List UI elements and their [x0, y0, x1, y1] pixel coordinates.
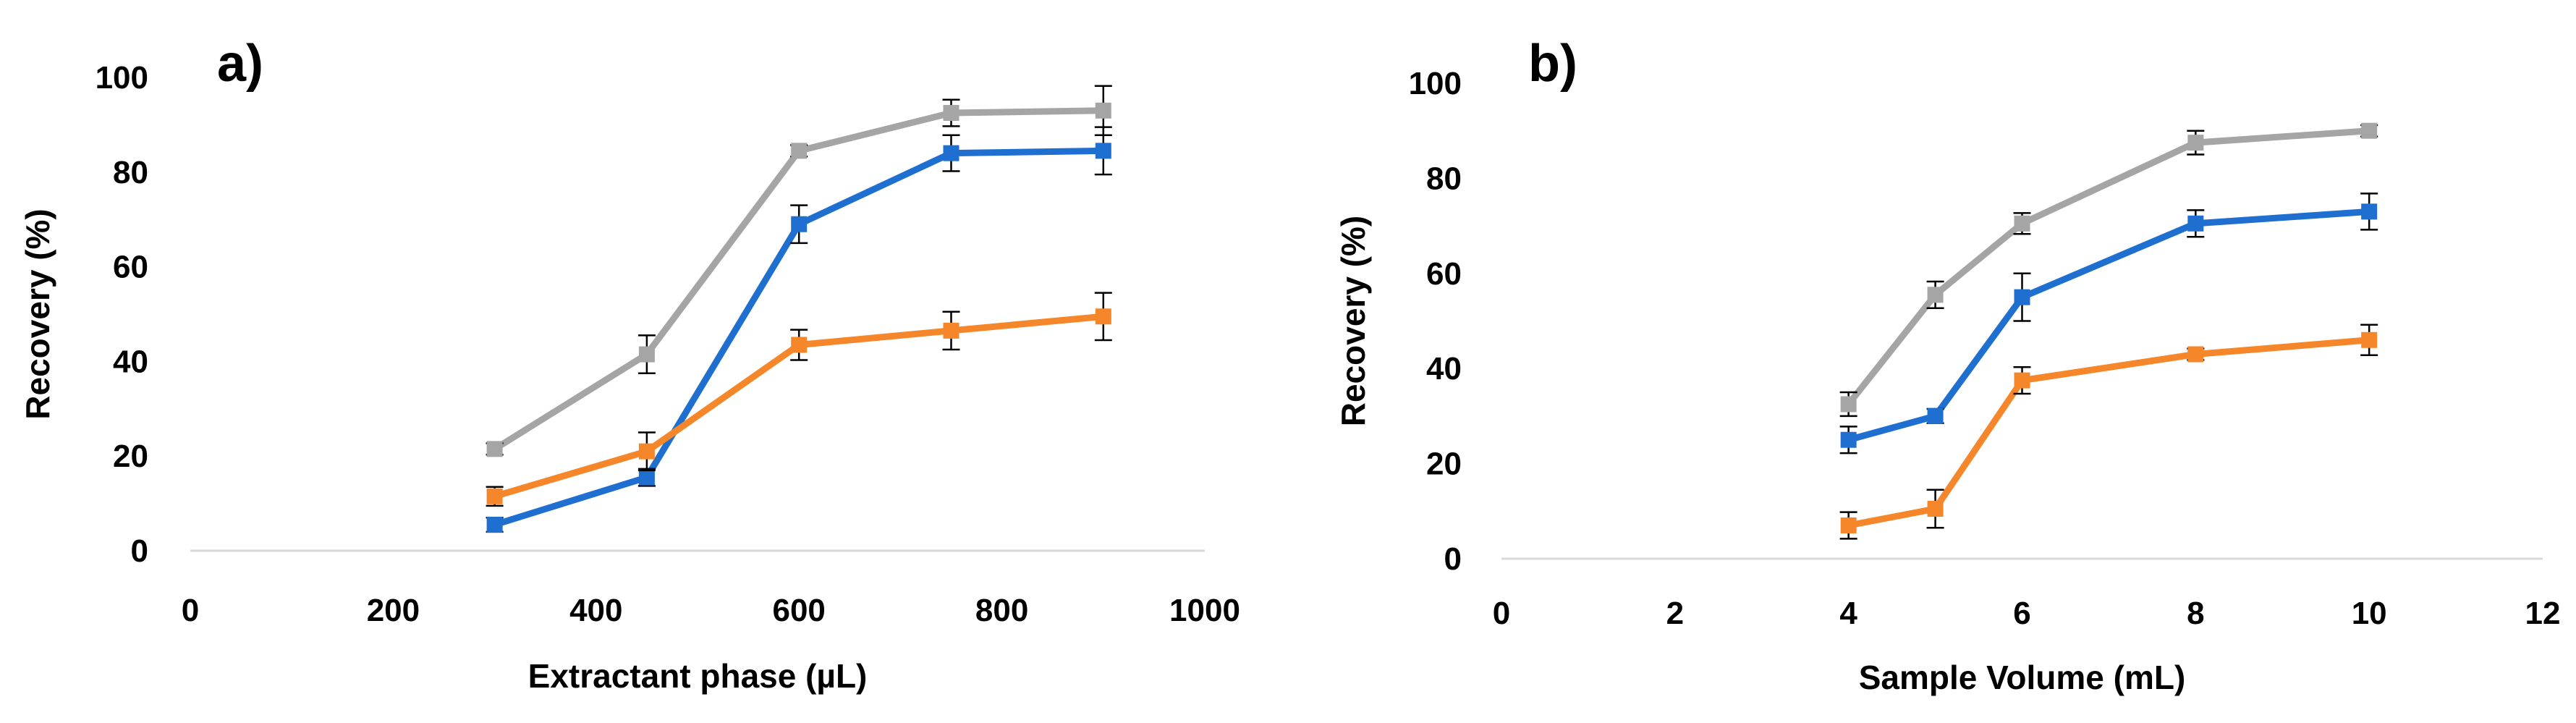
y-tick-label: 0 — [131, 533, 148, 569]
data-point-gray — [2361, 122, 2378, 139]
x-tick-label: 800 — [975, 593, 1028, 628]
data-point-orange — [1840, 517, 1857, 534]
y-tick-label: 80 — [1426, 161, 1462, 196]
x-tick-label: 0 — [1493, 596, 1510, 631]
data-point-blue — [1095, 143, 1111, 159]
data-point-orange — [943, 322, 959, 339]
series-line-gray — [1846, 127, 2370, 407]
data-point-gray — [791, 143, 808, 159]
y-tick-label: 40 — [1426, 351, 1462, 386]
x-tick-label: 2 — [1666, 596, 1684, 631]
x-axis-title: Extractant phase (µL) — [528, 657, 868, 695]
x-tick-label: 10 — [2352, 596, 2387, 631]
data-point-blue — [2361, 203, 2378, 220]
data-point-blue — [943, 145, 959, 161]
series-line-gray — [493, 107, 1103, 452]
x-axis-title: Sample Volume (mL) — [1859, 659, 2186, 696]
data-point-blue — [638, 469, 655, 486]
data-point-orange — [2361, 331, 2378, 348]
y-tick-label: 20 — [1426, 447, 1462, 482]
x-tick-label: 0 — [182, 593, 199, 628]
data-point-gray — [486, 441, 503, 457]
y-tick-label: 40 — [113, 344, 148, 379]
y-tick-label: 60 — [113, 250, 148, 285]
chart-panel-2: 0 2 4 6 8 10 12 0 20 40 60 80 100 Sample Volume (mL) R… — [1334, 35, 2560, 696]
y-axis-title: Recovery (%) — [19, 208, 56, 419]
series-gray — [486, 85, 1112, 457]
data-point-orange — [486, 488, 503, 504]
data-point-gray — [1927, 287, 1944, 303]
series-gray — [1839, 122, 2378, 418]
data-point-orange — [1095, 308, 1111, 325]
x-tick-label: 600 — [772, 593, 825, 628]
y-tick-label: 100 — [1409, 66, 1462, 101]
data-point-gray — [1840, 396, 1857, 413]
x-tick-label: 8 — [2187, 596, 2204, 631]
data-point-blue — [486, 517, 503, 533]
y-axis-title: Recovery (%) — [1334, 216, 1372, 426]
data-point-blue — [1927, 407, 1944, 424]
data-point-gray — [2014, 215, 2030, 232]
series-blue — [1839, 193, 2378, 454]
y-tick-label: 100 — [96, 60, 148, 96]
panel-label: b) — [1528, 35, 1577, 93]
data-point-orange — [1927, 501, 1944, 517]
y-tick-label: 60 — [1426, 256, 1462, 292]
x-tick-label: 1000 — [1169, 593, 1240, 628]
data-point-orange — [638, 443, 655, 460]
y-tick-label: 0 — [1444, 541, 1462, 577]
data-point-orange — [791, 337, 808, 353]
chart-panel-1: 0 200 400 600 800 1000 0 20 40 60 80 100 Extractant … — [19, 35, 1240, 695]
y-tick-label: 20 — [113, 439, 148, 474]
data-point-blue — [2187, 215, 2204, 232]
series-blue — [486, 126, 1112, 533]
data-point-gray — [638, 346, 655, 363]
x-tick-label: 400 — [569, 593, 622, 628]
x-tick-label: 200 — [367, 593, 420, 628]
data-point-gray — [2187, 135, 2204, 151]
x-tick-label: 4 — [1839, 596, 1857, 631]
x-tick-label: 6 — [2013, 596, 2030, 631]
series-orange — [486, 292, 1112, 507]
series-line-blue — [1847, 208, 2370, 444]
data-point-gray — [1095, 102, 1111, 119]
y-tick-label: 80 — [113, 155, 148, 190]
data-point-blue — [2014, 289, 2030, 305]
data-point-blue — [1840, 431, 1857, 448]
data-point-orange — [2187, 346, 2204, 363]
series-line-orange — [1847, 337, 2370, 529]
data-point-gray — [943, 105, 959, 122]
series-orange — [1839, 324, 2378, 540]
data-point-orange — [2014, 372, 2030, 389]
panel-label: a) — [217, 35, 263, 93]
data-point-blue — [791, 216, 808, 232]
x-tick-label: 12 — [2525, 596, 2561, 631]
